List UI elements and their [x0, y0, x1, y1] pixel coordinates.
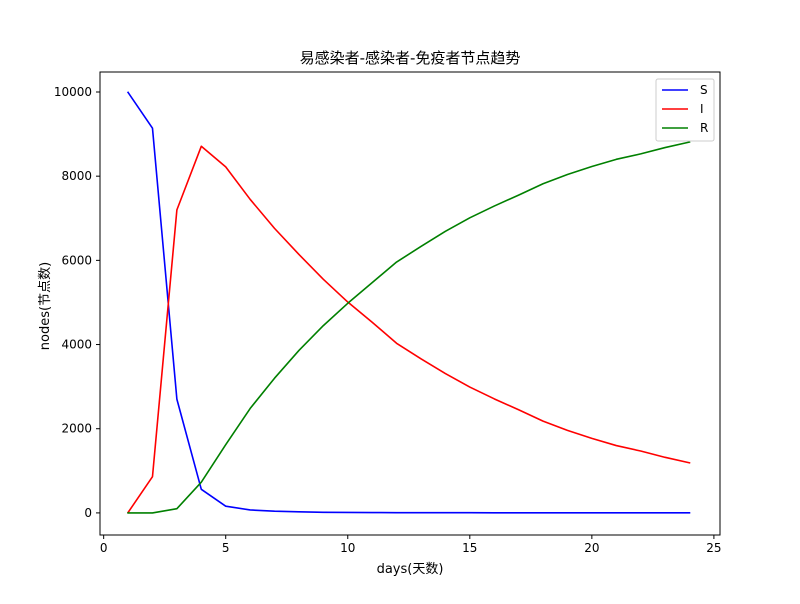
x-tick-label: 5 — [222, 541, 230, 555]
legend-label-r: R — [700, 121, 708, 135]
x-tick-label: 0 — [100, 541, 108, 555]
y-tick-label: 4000 — [61, 338, 92, 352]
x-tick-label: 20 — [584, 541, 599, 555]
plot-area: 0 5 10 15 20 25 0 2000 4000 6000 8000 10000 SIR — [54, 71, 722, 555]
x-tick-label: 25 — [706, 541, 721, 555]
y-axis-label: nodes(节点数) — [38, 262, 53, 350]
x-tick-label: 15 — [462, 541, 477, 555]
legend: SIR — [655, 78, 715, 142]
y-tick-label: 8000 — [61, 169, 92, 183]
x-tick-label: 10 — [340, 541, 355, 555]
legend-label-s: S — [700, 83, 708, 97]
y-tick-label: 0 — [84, 506, 92, 520]
series-line-r — [127, 141, 691, 514]
y-tick-label: 2000 — [61, 422, 92, 436]
y-tick-label: 6000 — [61, 253, 92, 267]
series-line-i — [126, 145, 691, 514]
plot-frame — [99, 71, 721, 536]
legend-box — [655, 78, 715, 142]
series-line-s — [126, 91, 691, 514]
x-axis-label: days(天数) — [377, 562, 444, 577]
chart-title: 易感染者-感染者-免疫者节点趋势 — [300, 49, 521, 67]
y-tick-label: 10000 — [54, 85, 92, 99]
legend-label-i: I — [700, 102, 704, 116]
